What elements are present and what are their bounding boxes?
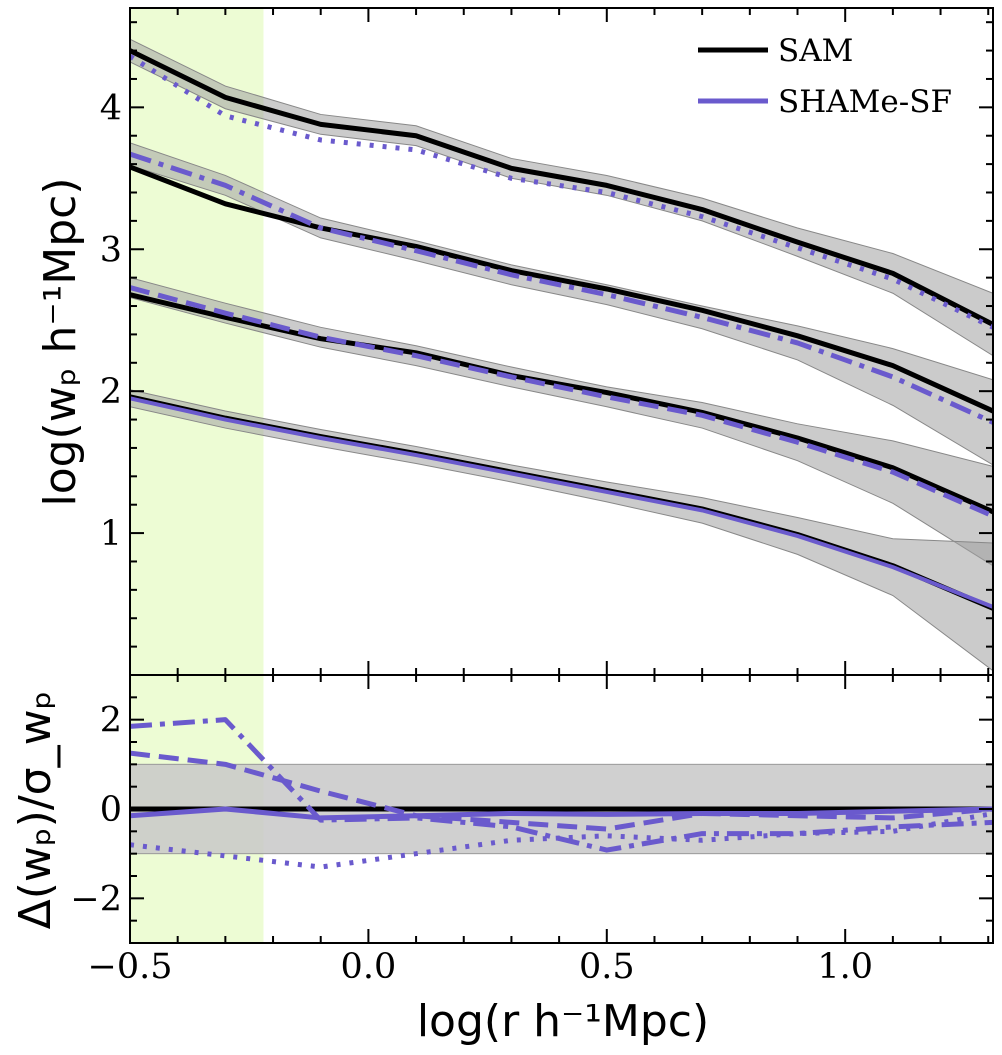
- bottom-series-3-shame-dashed: [130, 750, 993, 832]
- top-y-axis-label: log(wₚ h⁻¹Mpc): [35, 177, 86, 506]
- bottom-panel: −2 0 2 −0.5 0.0 0.5 1.0: [70, 674, 994, 987]
- bottom-plot-area: [130, 675, 993, 943]
- bottom-ytick-label: 0: [100, 790, 122, 830]
- top-band-5: [130, 277, 993, 567]
- bottom-xtick-label: 1.0: [817, 947, 873, 987]
- top-highlight-region: [130, 8, 264, 675]
- top-series-4-sam-solid: [130, 292, 993, 515]
- top-ytick-label: 3: [100, 230, 122, 270]
- top-panel: 1 2 3 4: [100, 7, 994, 676]
- bottom-series-2-shame-dashdot: [130, 717, 993, 853]
- bottom-series-4-shame-solid: [130, 806, 993, 821]
- top-series-5-shame-dashed: [130, 285, 993, 519]
- bottom-xtick-label: −0.5: [88, 947, 173, 987]
- top-band-0: [130, 38, 993, 357]
- top-series-2-sam-solid: [130, 164, 993, 414]
- top-ytick-label: 1: [100, 514, 122, 554]
- top-series-3-shame-dashdot: [130, 151, 993, 425]
- top-ytick-label: 2: [100, 372, 122, 412]
- top-band-3: [130, 142, 993, 466]
- top-series-7-shame-solid: [130, 396, 993, 609]
- bottom-y-axis-label: Δ(wₚ)/σ_wₚ: [10, 691, 61, 930]
- top-ytick-label: 4: [100, 88, 122, 128]
- legend-label-sam: SAM: [778, 33, 853, 69]
- bottom-xtick-label: 0.5: [579, 947, 635, 987]
- bottom-ytick-label: 2: [100, 701, 122, 741]
- bottom-ytick-label: −2: [70, 879, 122, 919]
- bottom-xtick-label: 0.0: [341, 947, 397, 987]
- legend-label-shame: SHAMe-SF: [778, 84, 952, 120]
- legend: SAM SHAMe-SF: [698, 33, 952, 120]
- x-axis-label: log(r h⁻¹Mpc): [417, 996, 709, 1047]
- top-series-0-sam-solid: [130, 48, 993, 327]
- top-plot-area: [130, 8, 993, 675]
